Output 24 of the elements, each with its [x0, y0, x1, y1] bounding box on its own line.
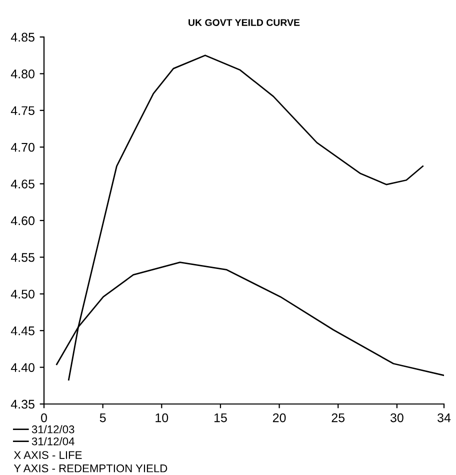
x-tick-label: 10 [156, 413, 168, 422]
x-tick-label: 5 [100, 413, 106, 422]
x-tick-label: 25 [332, 413, 345, 422]
y-tick-label: 4.75 [10, 106, 34, 116]
legend-label: 31/12/03 [32, 425, 74, 434]
legend-label: 31/12/04 [32, 437, 74, 446]
y-tick-label: 4.65 [10, 180, 34, 188]
x-tick-label: 20 [272, 413, 286, 422]
y-tick-label: 4.60 [10, 216, 34, 226]
x-tick-label: 0 [41, 413, 47, 422]
x-tick-label: 15 [214, 413, 227, 422]
y-tick-label: 4.50 [10, 290, 34, 299]
y-tick-label: 4.40 [10, 363, 34, 372]
y-tick-label: 4.80 [10, 70, 34, 78]
y-tick-label: 4.45 [10, 326, 34, 336]
y-tick-label: 4.70 [10, 142, 34, 152]
text: X AXIS - LIFE [14, 451, 82, 459]
chart-title: UK GOVT YEILD CURVE [188, 19, 300, 26]
x-tick-label: 30 [390, 413, 404, 422]
x-tick-label: 34 [438, 413, 451, 422]
text: Y AXIS - REDEMPTION YIELD [14, 464, 168, 472]
y-tick-label: 4.85 [10, 32, 34, 42]
y-tick-label: 4.55 [10, 253, 34, 262]
y-tick-label: 4.35 [10, 400, 34, 409]
